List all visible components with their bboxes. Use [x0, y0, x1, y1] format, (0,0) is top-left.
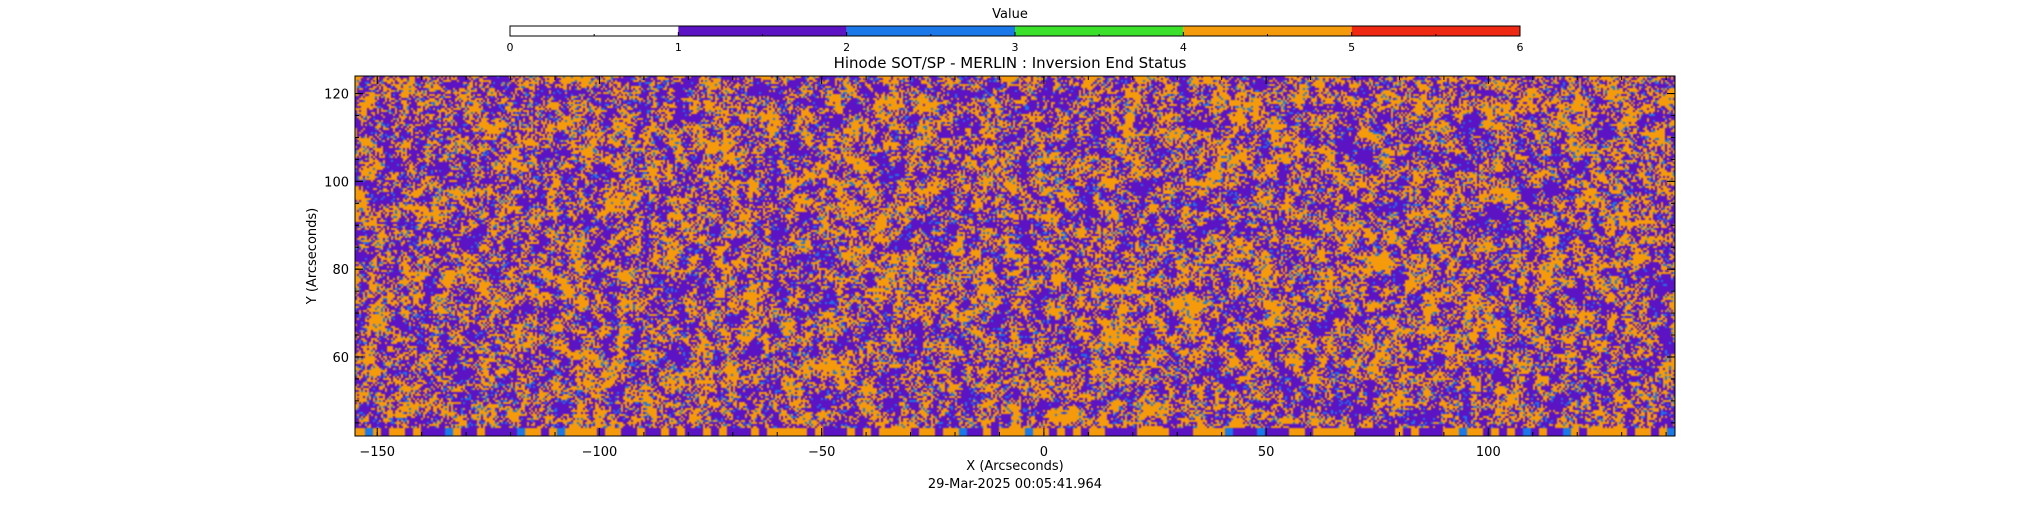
colorbar-tick-label: 1	[675, 41, 682, 54]
colorbar-tick-label: 6	[1517, 41, 1524, 54]
heatmap-image	[355, 76, 1675, 436]
colorbar-tick-label: 4	[1180, 41, 1187, 54]
chart-title: Hinode SOT/SP - MERLIN : Inversion End S…	[834, 54, 1187, 72]
x-axis-label: X (Arcseconds)	[966, 459, 1063, 474]
x-axis: −150 −100 −50 0 50 100	[359, 76, 1667, 460]
plot-frame	[354, 75, 1676, 437]
colorbar-tick-label: 2	[843, 41, 850, 54]
colorbar-segment-4	[1015, 26, 1184, 36]
colorbar-segment-3	[846, 26, 1015, 36]
colorbar-segment-1	[510, 26, 679, 36]
x-tick-label: 100	[1476, 445, 1501, 460]
y-tick-label: 100	[324, 175, 349, 190]
y-axis: 60 80 100 120	[324, 88, 1675, 424]
colorbar: Value 0 1 2 3 4 5 6	[507, 7, 1524, 54]
y-tick-label: 80	[332, 263, 349, 278]
plot-area	[354, 75, 1676, 437]
colorbar-segments	[510, 26, 1520, 36]
timestamp: 29-Mar-2025 00:05:41.964	[928, 477, 1102, 492]
colorbar-segment-5	[1183, 26, 1352, 36]
x-tick-label: 50	[1258, 445, 1275, 460]
colorbar-tick-label: 0	[507, 41, 514, 54]
colorbar-segment-2	[678, 26, 847, 36]
y-tick-label: 120	[324, 88, 349, 103]
colorbar-label: Value	[992, 7, 1028, 22]
x-tick-label: −100	[582, 445, 618, 460]
colorbar-ticks: 0 1 2 3 4 5 6	[507, 32, 1524, 54]
x-tick-label: −150	[359, 445, 395, 460]
y-axis-label: Y (Arcseconds)	[305, 208, 320, 305]
colorbar-tick-label: 3	[1012, 41, 1019, 54]
colorbar-segment-6	[1351, 26, 1520, 36]
x-tick-label: −50	[808, 445, 835, 460]
x-tick-label: 0	[1040, 445, 1048, 460]
colorbar-tick-label: 5	[1348, 41, 1355, 54]
y-tick-label: 60	[332, 351, 349, 366]
